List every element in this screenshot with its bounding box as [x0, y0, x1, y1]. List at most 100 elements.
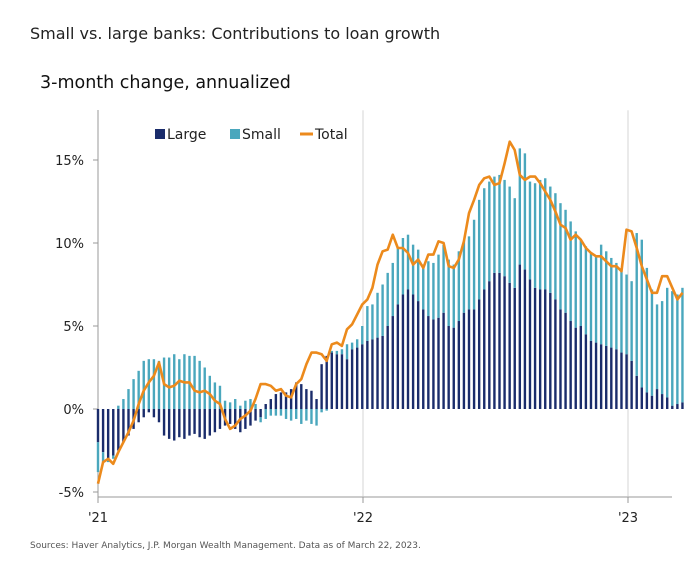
small-bar: [406, 234, 410, 290]
large-bar: [544, 289, 547, 409]
small-bar: [259, 417, 262, 423]
small-bar: [681, 287, 684, 403]
large-bar: [234, 409, 237, 429]
large-bar: [249, 409, 252, 426]
large-bar: [503, 276, 506, 409]
large-bar: [173, 409, 176, 441]
large-bar: [472, 309, 476, 409]
small-bar: [391, 262, 394, 317]
large-bar: [203, 409, 206, 439]
small-bar: [315, 409, 318, 426]
large-bar: [422, 309, 425, 409]
small-bar: [173, 354, 176, 409]
y-tick-label: -5%: [59, 486, 84, 501]
small-bar: [620, 271, 623, 353]
large-bar: [610, 347, 613, 409]
large-bar: [488, 281, 491, 409]
large-bar: [625, 354, 628, 409]
small-bar: [533, 183, 537, 288]
large-bar: [254, 409, 257, 421]
large-bar: [96, 409, 100, 443]
large-bar: [528, 279, 532, 409]
small-bar: [396, 247, 400, 305]
small-bar: [650, 289, 654, 396]
small-bar: [411, 244, 415, 295]
large-bar: [284, 392, 288, 409]
small-bar: [305, 409, 308, 421]
small-bar: [437, 254, 440, 318]
small-bar: [477, 199, 481, 300]
small-bar: [523, 153, 527, 270]
total-line: [96, 140, 684, 484]
large-bar: [594, 342, 598, 409]
large-bar: [264, 404, 267, 409]
large-bar: [295, 382, 298, 409]
small-bar: [167, 357, 171, 409]
large-bar: [579, 326, 583, 409]
large-bar: [396, 304, 400, 409]
small-bar: [457, 251, 461, 322]
legend-label-total: Total: [314, 127, 348, 143]
large-bar: [391, 316, 394, 409]
small-bar: [244, 400, 247, 409]
small-bar: [96, 442, 100, 473]
y-tick-label: 0%: [63, 403, 84, 418]
small-bar: [122, 399, 125, 409]
large-bar: [508, 282, 511, 409]
large-bar: [477, 299, 481, 409]
small-bar: [279, 409, 283, 416]
small-bar: [198, 360, 201, 409]
small-bar: [310, 409, 313, 424]
large-bar: [305, 389, 308, 409]
large-bar: [340, 354, 344, 409]
large-bar: [584, 334, 588, 409]
small-bar: [142, 360, 145, 409]
large-bar: [406, 289, 410, 409]
small-bar: [599, 244, 603, 345]
small-bar: [366, 306, 369, 341]
large-bar: [615, 349, 618, 409]
small-bar: [467, 236, 471, 310]
large-bar: [228, 409, 232, 424]
large-bar: [167, 409, 171, 439]
large-bar: [605, 345, 608, 409]
large-bar: [157, 409, 161, 423]
large-bar: [589, 340, 593, 409]
y-tick-label: 15%: [55, 154, 84, 169]
small-bar: [239, 405, 242, 409]
large-bar: [193, 409, 196, 434]
large-bar: [493, 272, 496, 409]
large-bar: [538, 289, 542, 409]
small-bar: [361, 326, 364, 345]
large-bar: [630, 360, 633, 409]
large-bar: [447, 326, 450, 409]
large-bar: [655, 389, 659, 409]
large-bar: [208, 409, 212, 436]
large-bar: [432, 319, 435, 409]
large-bar: [106, 409, 110, 459]
large-bar: [523, 269, 527, 409]
large-bar: [147, 409, 151, 413]
small-bar: [208, 375, 212, 409]
large-bar: [416, 301, 420, 409]
small-bar: [117, 405, 120, 409]
large-bar: [188, 409, 191, 436]
large-bar: [457, 321, 461, 409]
small-bar: [284, 409, 288, 419]
large-bar: [279, 392, 283, 409]
small-bar: [564, 209, 567, 313]
small-bar: [223, 400, 227, 409]
large-bar: [183, 409, 186, 439]
large-bar: [620, 352, 623, 409]
small-bar: [340, 349, 344, 355]
small-bar: [355, 339, 359, 348]
large-bar: [381, 335, 384, 409]
small-bar: [594, 256, 598, 343]
large-bar: [518, 264, 522, 409]
large-bar: [315, 399, 318, 409]
large-bar: [559, 309, 562, 409]
small-bar: [559, 203, 562, 310]
large-bar: [666, 397, 669, 409]
x-tick-label: '23: [618, 511, 638, 526]
large-bar: [483, 289, 486, 409]
